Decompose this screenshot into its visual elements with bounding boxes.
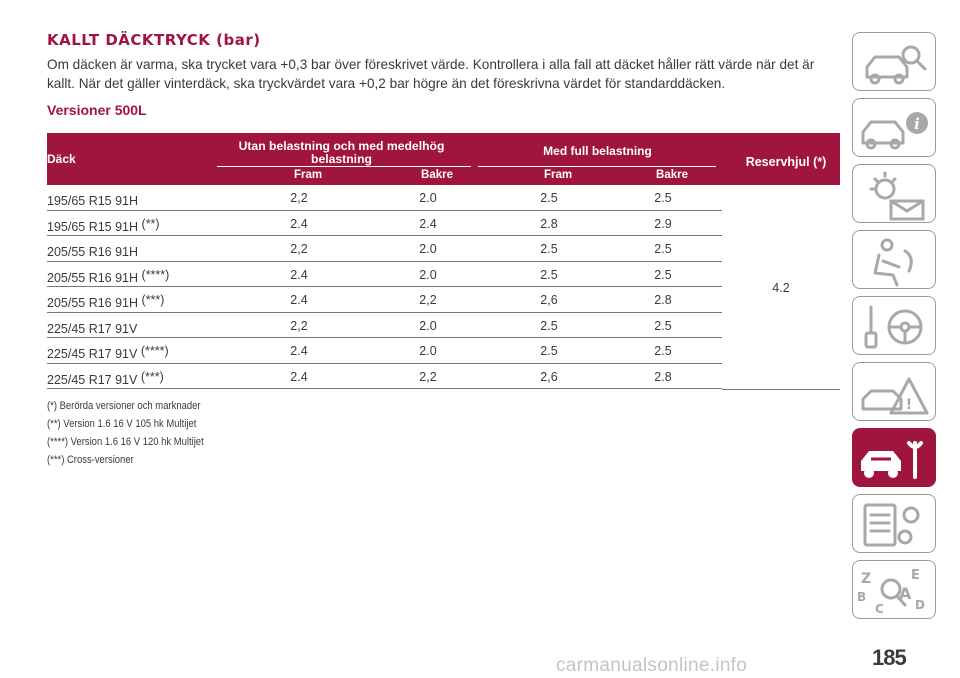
tire-size: 205/55 R16 91H (***) [47,293,165,310]
rear-full-value: 2.5 [654,242,672,256]
tire-size: 205/55 R16 91H (****) [47,267,170,285]
front-full-value: 2.8 [540,216,558,231]
table-row: 205/55 R16 91H 2,2 2.0 2.5 2.5 [47,236,722,262]
table-row: 205/55 R16 91H (****) 2.4 2.0 2.5 2.5 [47,262,722,287]
chapter-tab-maintenance[interactable] [852,428,936,487]
front-unladen-value: 2.4 [290,216,308,231]
chapter-tab-safety[interactable] [852,230,936,289]
svg-text:A: A [899,584,912,603]
page-number: 185 [872,645,907,670]
header-rear: Bakre [656,169,688,181]
rear-unladen-value: 2,2 [419,293,437,307]
car-info-icon: i [861,112,928,150]
header-rear: Bakre [421,169,453,181]
warning-light-envelope-icon [869,171,925,221]
header-front: Fram [543,169,573,181]
rear-full-value: 2.9 [654,216,672,231]
front-unladen-value: 2,2 [290,242,308,256]
footnote: (***) Cross-versioner [47,454,134,466]
footnote: (*) Berörda versioner och marknader [47,400,201,412]
front-full-value: 2.5 [540,344,558,358]
footnotes: (*) Berörda versioner och marknader (**)… [47,397,229,469]
rear-unladen-value: 2,2 [419,369,437,384]
front-unladen-value: 2.4 [290,267,308,282]
header-divider [217,166,471,167]
table-subtitle: Versioner 500L [47,102,147,118]
car-warning-triangle-icon: ! [861,377,929,415]
reserve-wheel-value: 4.2 [772,281,790,295]
tire-size: 195/65 R15 91H [47,194,139,208]
section-title: KALLT DÄCKTRYCK (bar) [47,31,261,49]
reserve-wheel-cell: 4.2 [722,185,840,390]
footnote: (****) Version 1.6 16 V 120 hk Multijet [47,436,204,448]
airbag-seat-icon [873,238,913,287]
front-full-value: 2,6 [540,293,558,307]
table-row: 225/45 R17 91V (****) 2.4 2.0 2.5 2.5 [47,338,722,364]
chapter-tab-technical-data[interactable] [852,494,936,553]
header-full-load: Med full belastning [543,144,652,158]
table-header: Däck Utan belastning och med medelhög be… [47,133,840,185]
spec-list-gears-icon [863,503,920,547]
watermark: carmanualsonline.info [556,655,748,676]
svg-text:C: C [875,602,884,616]
front-full-value: 2,6 [540,369,558,384]
front-full-value: 2.5 [540,318,558,333]
car-magnifier-icon [865,45,927,85]
header-reserve: Reservhjul (*) [745,155,827,169]
rear-unladen-value: 2.0 [419,344,437,358]
svg-text:D: D [915,598,925,612]
front-unladen-value: 2.4 [290,293,308,307]
svg-text:E: E [911,568,920,583]
front-full-value: 2.5 [540,267,558,282]
rear-unladen-value: 2.0 [419,191,437,205]
footnote: (**) Version 1.6 16 V 105 hk Multijet [47,418,197,430]
rear-full-value: 2.8 [654,293,672,307]
front-full-value: 2.5 [540,242,558,256]
rear-full-value: 2.5 [654,318,672,333]
table-body: 195/65 R15 91H 2,2 2.0 2.5 2.5 195/65 R1… [47,185,840,390]
front-unladen-value: 2,2 [290,318,308,333]
key-steering-wheel-icon [864,305,923,349]
tire-size: 225/45 R17 91V [47,321,138,336]
chapter-tab-index[interactable]: Z E B C A D [852,560,936,619]
intro-paragraph: Om däcken är varma, ska trycket vara +0,… [47,57,815,91]
table-row: 195/65 R15 91H (**) 2.4 2.4 2.8 2.9 [47,211,722,236]
rear-unladen-value: 2.0 [419,318,437,333]
front-unladen-value: 2.4 [290,344,308,358]
rear-unladen-value: 2.0 [419,242,437,256]
svg-text:B: B [857,590,866,604]
chapter-tab-starting-driving[interactable] [852,296,936,355]
header-divider [478,166,716,167]
rear-full-value: 2.8 [654,369,672,384]
table-row: 225/45 R17 91V (***) 2.4 2,2 2,6 2.8 [47,364,722,389]
rear-full-value: 2.5 [654,267,672,282]
svg-text:!: ! [906,397,912,413]
rear-full-value: 2.5 [654,191,672,205]
tire-size: 205/55 R16 91H [47,245,139,259]
svg-text:i: i [914,115,920,133]
rear-unladen-value: 2.0 [419,267,437,282]
chapter-tab-emergency[interactable]: ! [852,362,936,421]
header-tire: Däck [47,152,76,166]
front-unladen-value: 2,2 [290,191,308,205]
front-unladen-value: 2.4 [290,369,308,384]
chapter-tab-warning-lights[interactable] [852,164,936,223]
table-row: 205/55 R16 91H (***) 2.4 2,2 2,6 2.8 [47,287,722,313]
rear-unladen-value: 2.4 [419,216,437,231]
front-full-value: 2.5 [540,191,558,205]
chapter-tab-car-knowledge[interactable] [852,32,936,91]
alphabet-index-icon: Z E B C A D [857,568,925,616]
header-front: Fram [293,169,323,181]
table-row: 195/65 R15 91H 2,2 2.0 2.5 2.5 [47,185,722,211]
tire-size: 195/65 R15 91H (**) [47,216,160,234]
tire-size: 225/45 R17 91V (****) [47,344,169,361]
rear-full-value: 2.5 [654,344,672,358]
chapter-tab-car-info[interactable]: i [852,98,936,157]
table-row: 225/45 R17 91V 2,2 2.0 2.5 2.5 [47,313,722,338]
car-wrench-icon [861,441,923,479]
svg-text:Z: Z [861,571,871,587]
header-unladen: Utan belastning och med medelhög belastn… [238,139,445,166]
tire-size: 225/45 R17 91V (***) [47,369,164,387]
